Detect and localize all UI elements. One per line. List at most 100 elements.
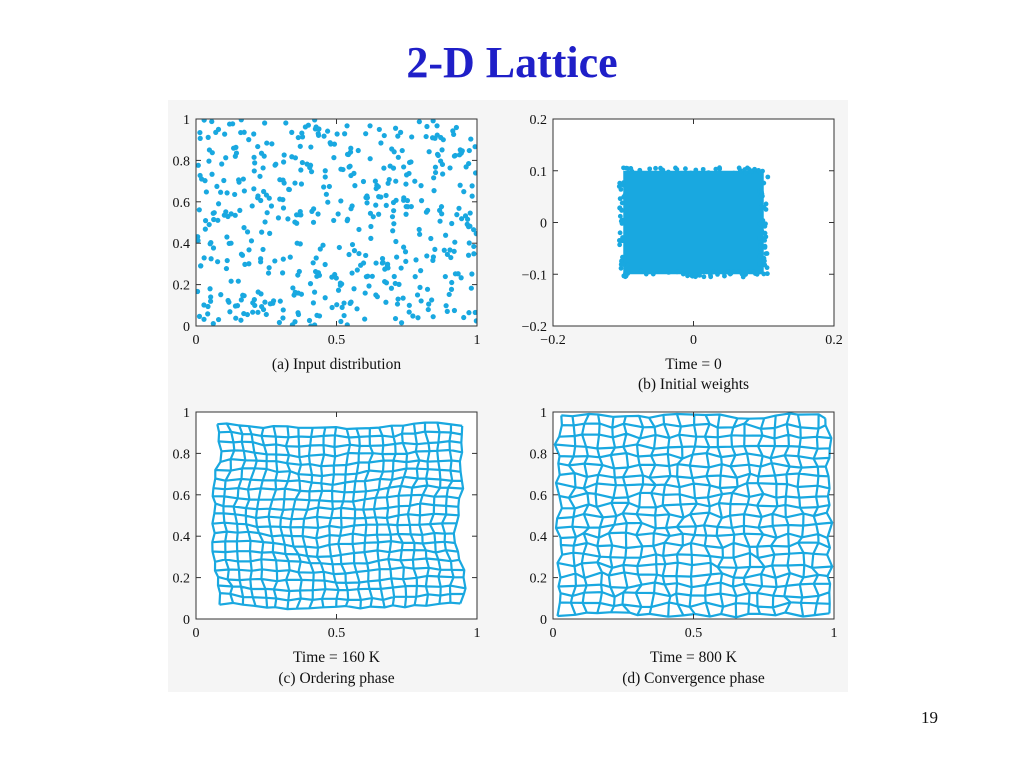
- scatter-point: [238, 119, 244, 123]
- scatter-point: [414, 292, 421, 298]
- scatter-point: [244, 229, 251, 235]
- scatter-point: [402, 249, 409, 255]
- scatter-point: [351, 170, 357, 176]
- scatter-point: [307, 164, 313, 171]
- scatter-point: [432, 169, 439, 176]
- scatter-point: [208, 256, 214, 262]
- weight-point: [736, 268, 742, 274]
- data-layer: [616, 165, 771, 280]
- scatter-point: [452, 239, 458, 245]
- scatter-point: [453, 124, 459, 131]
- scatter-point: [347, 300, 354, 306]
- weight-point: [759, 189, 764, 195]
- scatter-point: [207, 298, 214, 304]
- scatter-point: [311, 206, 317, 212]
- scatter-point: [456, 205, 462, 211]
- scatter-point: [399, 147, 405, 154]
- scatter-point: [444, 308, 450, 314]
- scatter-point: [465, 252, 472, 258]
- scatter-point: [358, 262, 364, 268]
- scatter-point: [380, 259, 386, 266]
- scatter-point: [432, 164, 439, 170]
- weight-point: [624, 232, 630, 238]
- scatter-point: [329, 304, 335, 311]
- scatter-point: [363, 131, 369, 137]
- scatter-point: [310, 300, 316, 306]
- scatter-point: [222, 131, 228, 137]
- scatter-point: [258, 150, 265, 156]
- scatter-point: [263, 311, 269, 318]
- scatter-point: [292, 155, 299, 161]
- scatter-point: [366, 283, 372, 289]
- weight-point: [692, 171, 697, 177]
- y-tick-label: 0.1: [530, 165, 548, 180]
- weight-point: [742, 167, 748, 172]
- weight-point: [617, 205, 623, 211]
- y-tick-label: 0.8: [173, 154, 191, 169]
- scatter-point: [367, 123, 373, 129]
- scatter-point: [369, 273, 375, 279]
- scatter-point: [260, 306, 267, 313]
- weight-point: [617, 196, 623, 202]
- scatter-point: [215, 217, 221, 223]
- scatter-point: [393, 197, 399, 203]
- scatter-point: [392, 315, 399, 322]
- scatter-point: [408, 159, 414, 165]
- scatter-point: [224, 257, 230, 264]
- scatter-point: [376, 211, 382, 217]
- scatter-point: [406, 302, 412, 308]
- scatter-point: [205, 134, 211, 140]
- weight-point: [715, 272, 720, 277]
- scatter-point: [410, 313, 416, 319]
- y-tick-label: 0.2: [530, 572, 548, 587]
- scatter-point: [447, 247, 453, 253]
- scatter-point: [248, 238, 255, 244]
- scatter-point: [344, 322, 350, 326]
- scatter-point: [316, 126, 322, 132]
- scatter-point: [272, 258, 278, 264]
- scatter-point: [197, 172, 203, 179]
- scatter-point: [383, 299, 389, 305]
- scatter-point: [431, 188, 437, 194]
- scatter-point: [287, 254, 293, 260]
- scatter-point: [262, 299, 268, 305]
- scatter-point: [434, 132, 440, 138]
- weight-point: [761, 262, 767, 267]
- weight-point: [620, 235, 625, 240]
- scatter-point: [325, 128, 331, 134]
- scatter-point: [386, 176, 392, 183]
- weight-point: [760, 218, 766, 223]
- scatter-point: [360, 178, 367, 185]
- weight-point: [719, 269, 725, 275]
- scatter-point: [317, 246, 323, 252]
- scatter-point: [277, 177, 283, 183]
- weight-point: [708, 274, 714, 280]
- scatter-point: [426, 149, 432, 155]
- scatter-point: [294, 220, 300, 226]
- weight-point: [623, 271, 628, 277]
- weight-point: [763, 207, 769, 212]
- weight-point: [655, 171, 661, 176]
- weight-point: [643, 271, 649, 277]
- scatter-point: [387, 163, 393, 169]
- x-tick-label: 1: [474, 626, 481, 641]
- scatter-point: [312, 268, 319, 275]
- scatter-point: [442, 273, 448, 280]
- scatter-point: [392, 125, 399, 131]
- scatter-point: [398, 320, 405, 326]
- scatter-point: [473, 231, 477, 237]
- plot-area: [196, 119, 477, 326]
- scatter-point: [331, 217, 337, 224]
- scatter-point: [418, 198, 425, 204]
- scatter-point: [255, 195, 261, 201]
- scatter-point: [257, 173, 263, 179]
- scatter-point: [260, 165, 266, 171]
- scatter-point: [391, 208, 397, 214]
- scatter-point: [327, 140, 333, 146]
- scatter-point: [260, 246, 266, 253]
- scatter-point: [435, 152, 441, 159]
- scatter-point: [255, 309, 261, 315]
- scatter-point: [240, 176, 246, 182]
- weight-point: [762, 223, 768, 229]
- scatter-point: [219, 161, 225, 167]
